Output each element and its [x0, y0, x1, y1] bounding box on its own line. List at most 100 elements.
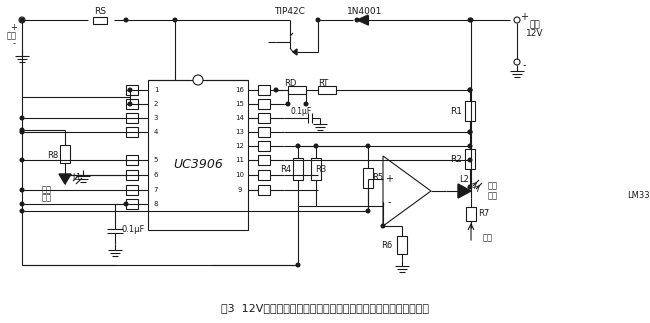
- Text: 0.1μF: 0.1μF: [122, 225, 145, 234]
- Text: 12: 12: [235, 143, 244, 149]
- Bar: [126, 113, 138, 123]
- Circle shape: [355, 18, 359, 22]
- Bar: [397, 236, 407, 254]
- Circle shape: [20, 202, 24, 206]
- Text: 0.1μF: 0.1μF: [291, 108, 311, 117]
- Text: +: +: [385, 174, 393, 184]
- Text: LM339: LM339: [627, 192, 650, 201]
- Circle shape: [468, 158, 472, 162]
- Bar: [465, 101, 475, 121]
- Bar: [126, 185, 138, 195]
- Text: 充满: 充满: [488, 182, 498, 191]
- Text: 13: 13: [235, 129, 244, 135]
- Circle shape: [20, 158, 24, 162]
- Text: 10: 10: [235, 172, 244, 178]
- Text: 4: 4: [154, 129, 158, 135]
- Circle shape: [20, 209, 24, 213]
- Text: 16: 16: [235, 87, 244, 93]
- Circle shape: [468, 18, 472, 22]
- Text: R3: R3: [315, 164, 326, 173]
- Text: 输入: 输入: [7, 32, 17, 40]
- Text: R4: R4: [280, 164, 292, 173]
- Text: L2: L2: [459, 174, 469, 183]
- Circle shape: [296, 263, 300, 267]
- Circle shape: [381, 224, 385, 228]
- Bar: [258, 141, 270, 151]
- Text: 6: 6: [154, 172, 158, 178]
- Bar: [258, 113, 270, 123]
- Bar: [258, 85, 270, 95]
- Text: R7: R7: [478, 210, 489, 218]
- Text: 14: 14: [235, 115, 244, 121]
- Text: UC3906: UC3906: [173, 159, 223, 172]
- Polygon shape: [59, 174, 71, 184]
- Text: 1N4001: 1N4001: [347, 7, 383, 16]
- Text: 电池: 电池: [530, 20, 540, 29]
- Circle shape: [20, 188, 24, 192]
- Circle shape: [124, 202, 128, 206]
- Text: TIP42C: TIP42C: [274, 7, 306, 16]
- Text: -: -: [387, 197, 391, 207]
- Circle shape: [274, 88, 278, 92]
- Circle shape: [20, 128, 24, 132]
- Text: R2: R2: [450, 154, 462, 163]
- Bar: [288, 86, 306, 94]
- Circle shape: [366, 209, 370, 213]
- Bar: [318, 86, 336, 94]
- Circle shape: [128, 102, 132, 106]
- Circle shape: [468, 130, 472, 134]
- Circle shape: [128, 88, 132, 92]
- Bar: [258, 155, 270, 165]
- Text: +: +: [520, 12, 528, 22]
- Circle shape: [124, 18, 128, 22]
- Text: RD: RD: [284, 78, 296, 88]
- Bar: [126, 85, 138, 95]
- Bar: [465, 149, 475, 169]
- Polygon shape: [357, 15, 368, 25]
- Circle shape: [468, 130, 472, 134]
- Bar: [126, 199, 138, 209]
- Circle shape: [469, 18, 473, 22]
- Text: 输入: 输入: [483, 234, 493, 243]
- Bar: [258, 99, 270, 109]
- Circle shape: [314, 144, 318, 148]
- Bar: [126, 127, 138, 137]
- Text: 12V: 12V: [526, 29, 544, 38]
- Circle shape: [20, 18, 24, 22]
- Text: 1: 1: [154, 87, 158, 93]
- Text: 3: 3: [154, 115, 158, 121]
- Text: R8: R8: [47, 151, 58, 160]
- Text: 2: 2: [154, 101, 158, 107]
- Text: -: -: [522, 60, 526, 70]
- Text: R6: R6: [382, 242, 393, 251]
- Bar: [126, 170, 138, 180]
- Circle shape: [468, 185, 472, 189]
- Bar: [258, 170, 270, 180]
- Text: L1: L1: [73, 172, 81, 182]
- Text: R1: R1: [450, 107, 462, 116]
- Circle shape: [296, 144, 300, 148]
- Text: RT: RT: [318, 78, 328, 88]
- Polygon shape: [383, 156, 431, 226]
- Circle shape: [468, 88, 472, 92]
- Text: 图3  12V密封铅酸电池双电平浮充充电器电路电子制作天地收藏整: 图3 12V密封铅酸电池双电平浮充充电器电路电子制作天地收藏整: [221, 303, 429, 313]
- Bar: [258, 185, 270, 195]
- Text: 5: 5: [154, 157, 158, 163]
- Text: R5: R5: [372, 173, 384, 182]
- Bar: [363, 168, 373, 188]
- Circle shape: [468, 144, 472, 148]
- Circle shape: [173, 18, 177, 22]
- Text: RS: RS: [94, 7, 106, 16]
- Text: 8: 8: [154, 201, 158, 207]
- Text: +: +: [10, 24, 18, 33]
- Bar: [126, 155, 138, 165]
- Circle shape: [19, 17, 25, 23]
- Circle shape: [468, 88, 472, 92]
- Polygon shape: [458, 184, 471, 198]
- Circle shape: [514, 59, 520, 65]
- Circle shape: [286, 102, 290, 106]
- Text: -: -: [12, 39, 16, 48]
- Bar: [148, 80, 248, 230]
- Text: 电源: 电源: [42, 185, 52, 194]
- Text: 9: 9: [238, 187, 242, 193]
